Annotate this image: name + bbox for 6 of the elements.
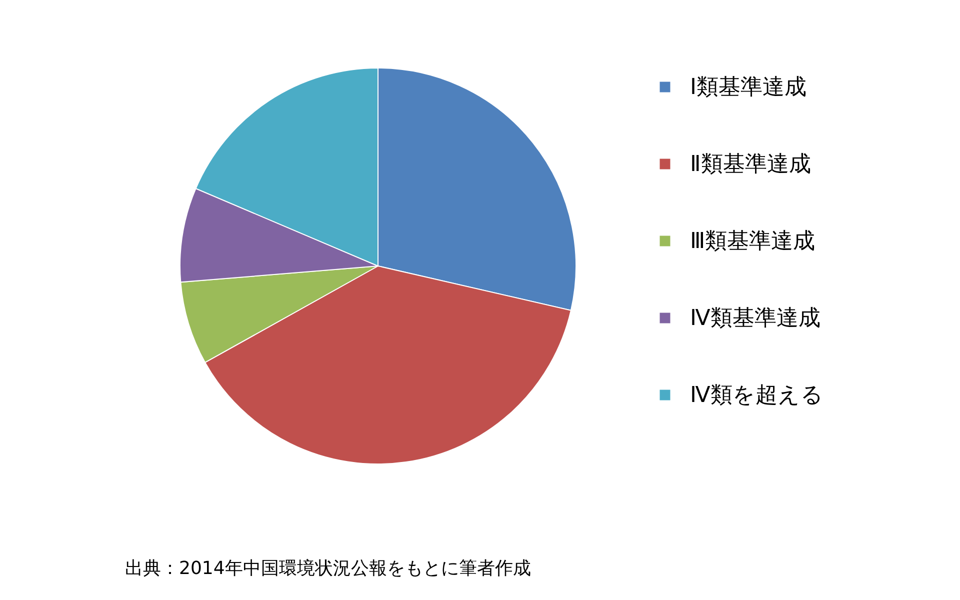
source-note: 出典：2014年中国環境状況公報をもとに筆者作成 xyxy=(125,557,531,580)
legend-label: Ⅲ類基準達成 xyxy=(690,229,816,254)
legend-label: Ⅳ類基準達成 xyxy=(690,306,820,331)
legend-label: Ⅱ類基準達成 xyxy=(690,152,811,177)
legend-label: Ⅳ類を超える xyxy=(690,383,824,408)
legend-label: Ⅰ類基準達成 xyxy=(690,75,806,100)
